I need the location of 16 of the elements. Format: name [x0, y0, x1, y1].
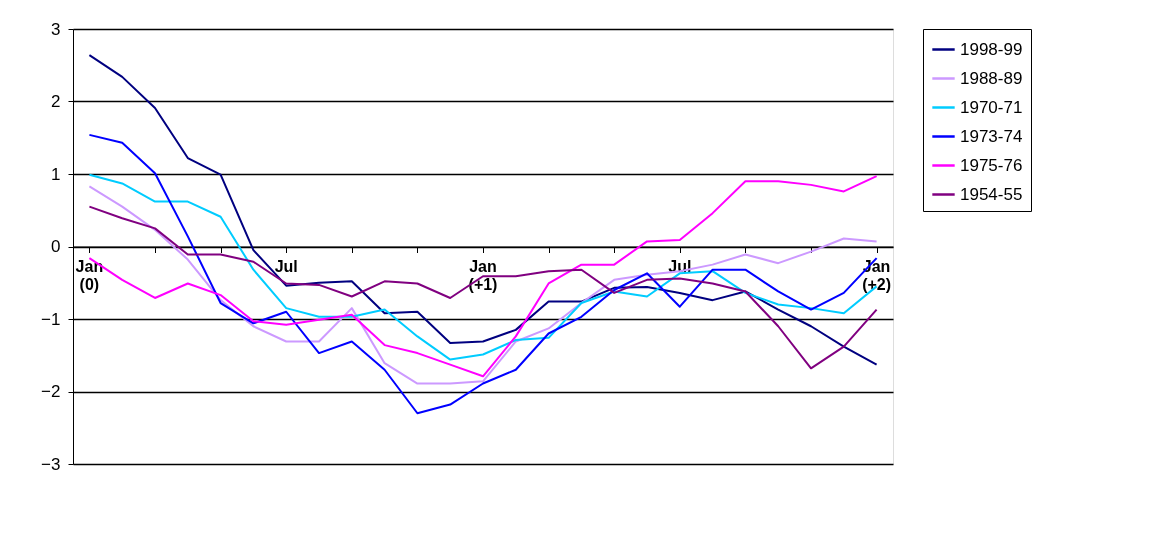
- x-tick-label: Jul: [274, 257, 298, 275]
- x-tick-label: Jan (+1): [468, 257, 498, 293]
- y-tick-label: 1: [51, 164, 61, 184]
- y-tick-label: −2: [41, 382, 61, 401]
- legend-label: 1973-74: [960, 126, 1023, 146]
- y-tick-label: −3: [41, 454, 61, 474]
- legend-label: 1998-99: [960, 39, 1023, 59]
- legend-label: 1988-89: [960, 68, 1023, 88]
- legend-label: 1970-71: [960, 97, 1023, 117]
- y-tick-label: 2: [51, 92, 61, 111]
- y-tick-label: 0: [51, 237, 61, 256]
- legend-label: 1975-76: [960, 155, 1023, 175]
- y-tick-label: −1: [41, 309, 61, 329]
- legend-label: 1954-55: [960, 184, 1023, 204]
- x-tick-label: Jan (0): [75, 257, 104, 293]
- y-tick-label: 3: [51, 19, 61, 39]
